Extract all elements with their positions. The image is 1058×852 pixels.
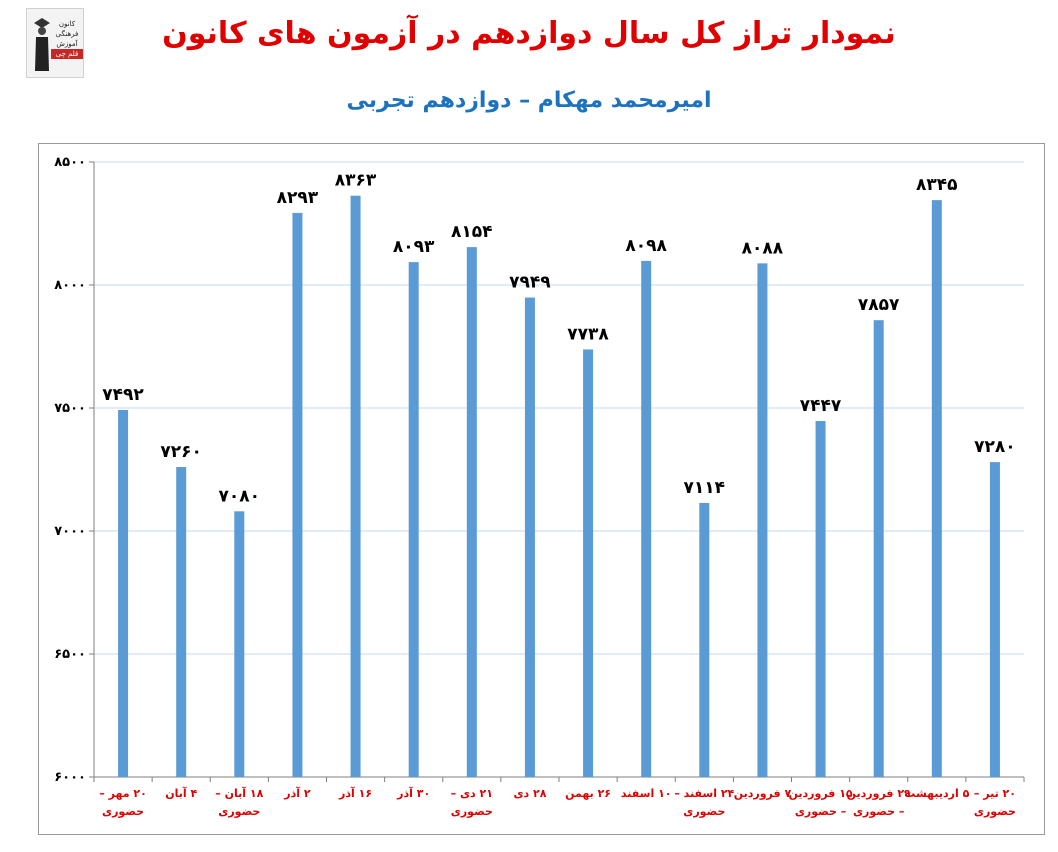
x-tick-label: ۵ اردیبهشت bbox=[904, 787, 969, 800]
x-tick-label: ۲۹ فروردین bbox=[847, 787, 911, 800]
x-tick-label: ۱۰ اسفند bbox=[621, 787, 672, 800]
x-tick-label: حضوری bbox=[102, 805, 144, 818]
x-tick-label: ۱۸ آبان – bbox=[215, 786, 263, 800]
data-label: ۷۸۵۷ bbox=[858, 295, 900, 315]
x-tick-label: ۱۵ فروردین bbox=[788, 787, 852, 800]
data-label: ۷۱۱۴ bbox=[684, 478, 726, 498]
y-tick-label: ۶۵۰۰ bbox=[54, 647, 86, 662]
x-tick-label: حضوری bbox=[451, 805, 493, 818]
bar bbox=[641, 260, 652, 778]
x-tick-label: حضوری bbox=[683, 805, 725, 818]
data-label: ۸۱۵۴ bbox=[451, 222, 493, 242]
data-label: ۷۹۴۹ bbox=[509, 273, 551, 293]
graduate-figure-icon bbox=[34, 18, 50, 71]
data-label: ۷۲۸۰ bbox=[974, 437, 1016, 457]
data-label: ۸۰۸۸ bbox=[742, 238, 784, 258]
x-tick-label: ۱۶ آذر bbox=[338, 786, 372, 800]
chart-title: نمودار تراز کل سال دوازدهم در آزمون های … bbox=[162, 16, 896, 51]
bar bbox=[176, 467, 187, 777]
bar bbox=[757, 263, 768, 777]
logo-line-3: آموزش bbox=[56, 40, 78, 48]
bar bbox=[524, 297, 535, 777]
chart-area: ۶۰۰۰ ۶۵۰۰ ۷۰۰۰ ۷۵۰۰ ۸۰۰۰ ۸۵۰۰ ۷۴۹۲ ۲۰ مهر – حضور… bbox=[38, 143, 1045, 835]
x-tick-label: – حضوری bbox=[795, 805, 846, 818]
chart-subtitle: امیرمحمد مهکام – دوازدهم تجربی bbox=[346, 88, 712, 113]
x-tick-label: ۲۸ دی bbox=[513, 787, 546, 800]
x-tick-label: ۷ فروردین bbox=[734, 787, 792, 800]
bar-chart: ۶۰۰۰ ۶۵۰۰ ۷۰۰۰ ۷۵۰۰ ۸۰۰۰ ۸۵۰۰ ۷۴۹۲ ۲۰ مهر – حضور… bbox=[54, 155, 1025, 818]
bar bbox=[234, 511, 245, 777]
x-tick-label: حضوری bbox=[218, 805, 260, 818]
logo-tag: قلم چی bbox=[51, 49, 83, 59]
x-tick-label: – حضوری bbox=[853, 805, 904, 818]
bar bbox=[815, 421, 826, 777]
y-tick-label: ۶۰۰۰ bbox=[54, 770, 86, 785]
bar bbox=[292, 212, 303, 777]
bar bbox=[118, 409, 129, 777]
bar bbox=[699, 502, 710, 777]
x-tick-label: ۲۰ تیر – bbox=[974, 787, 1016, 800]
x-tick-label: ۳۰ آذر bbox=[396, 786, 430, 800]
logo-line-1: کانون bbox=[58, 20, 76, 28]
logo-text: کانون فرهنگی آموزش قلم چی bbox=[51, 19, 83, 59]
x-tick-label: ۲۶ بهمن bbox=[565, 787, 611, 800]
x-tick-label: ۲۱ دی – bbox=[451, 787, 493, 800]
x-tick-label: حضوری bbox=[974, 805, 1016, 818]
x-tick-label: ۲ آذر bbox=[283, 786, 311, 800]
data-label: ۸۰۹۸ bbox=[625, 236, 667, 256]
x-tick-label: ۲۰ مهر – bbox=[99, 787, 147, 800]
bar bbox=[583, 349, 594, 777]
data-label: ۷۴۴۷ bbox=[800, 396, 842, 416]
data-label: ۸۲۹۳ bbox=[277, 188, 319, 208]
y-tick-label: ۸۰۰۰ bbox=[54, 278, 86, 293]
data-label: ۷۷۳۸ bbox=[567, 324, 609, 344]
y-tick-label: ۷۵۰۰ bbox=[54, 401, 86, 416]
data-label: ۸۳۶۳ bbox=[335, 171, 377, 191]
y-tick-label: ۸۵۰۰ bbox=[54, 155, 86, 170]
bar bbox=[989, 462, 1000, 777]
bar bbox=[466, 247, 477, 778]
bar bbox=[408, 262, 419, 777]
data-label: ۸۳۴۵ bbox=[916, 175, 958, 195]
data-label: ۷۲۶۰ bbox=[160, 442, 202, 462]
bar bbox=[873, 320, 884, 777]
logo-line-2: فرهنگی bbox=[55, 30, 79, 38]
y-tick-label: ۷۰۰۰ bbox=[54, 524, 86, 539]
bar bbox=[931, 200, 942, 777]
bar bbox=[350, 195, 361, 777]
data-label: ۷۴۹۲ bbox=[102, 385, 144, 405]
x-tick-label: ۲۴ اسفند – bbox=[674, 787, 734, 800]
data-label: ۸۰۹۳ bbox=[393, 237, 435, 257]
data-label: ۷۰۸۰ bbox=[219, 486, 261, 506]
kanoon-logo: کانون فرهنگی آموزش قلم چی bbox=[26, 8, 84, 78]
x-tick-label: ۴ آبان bbox=[165, 786, 197, 800]
